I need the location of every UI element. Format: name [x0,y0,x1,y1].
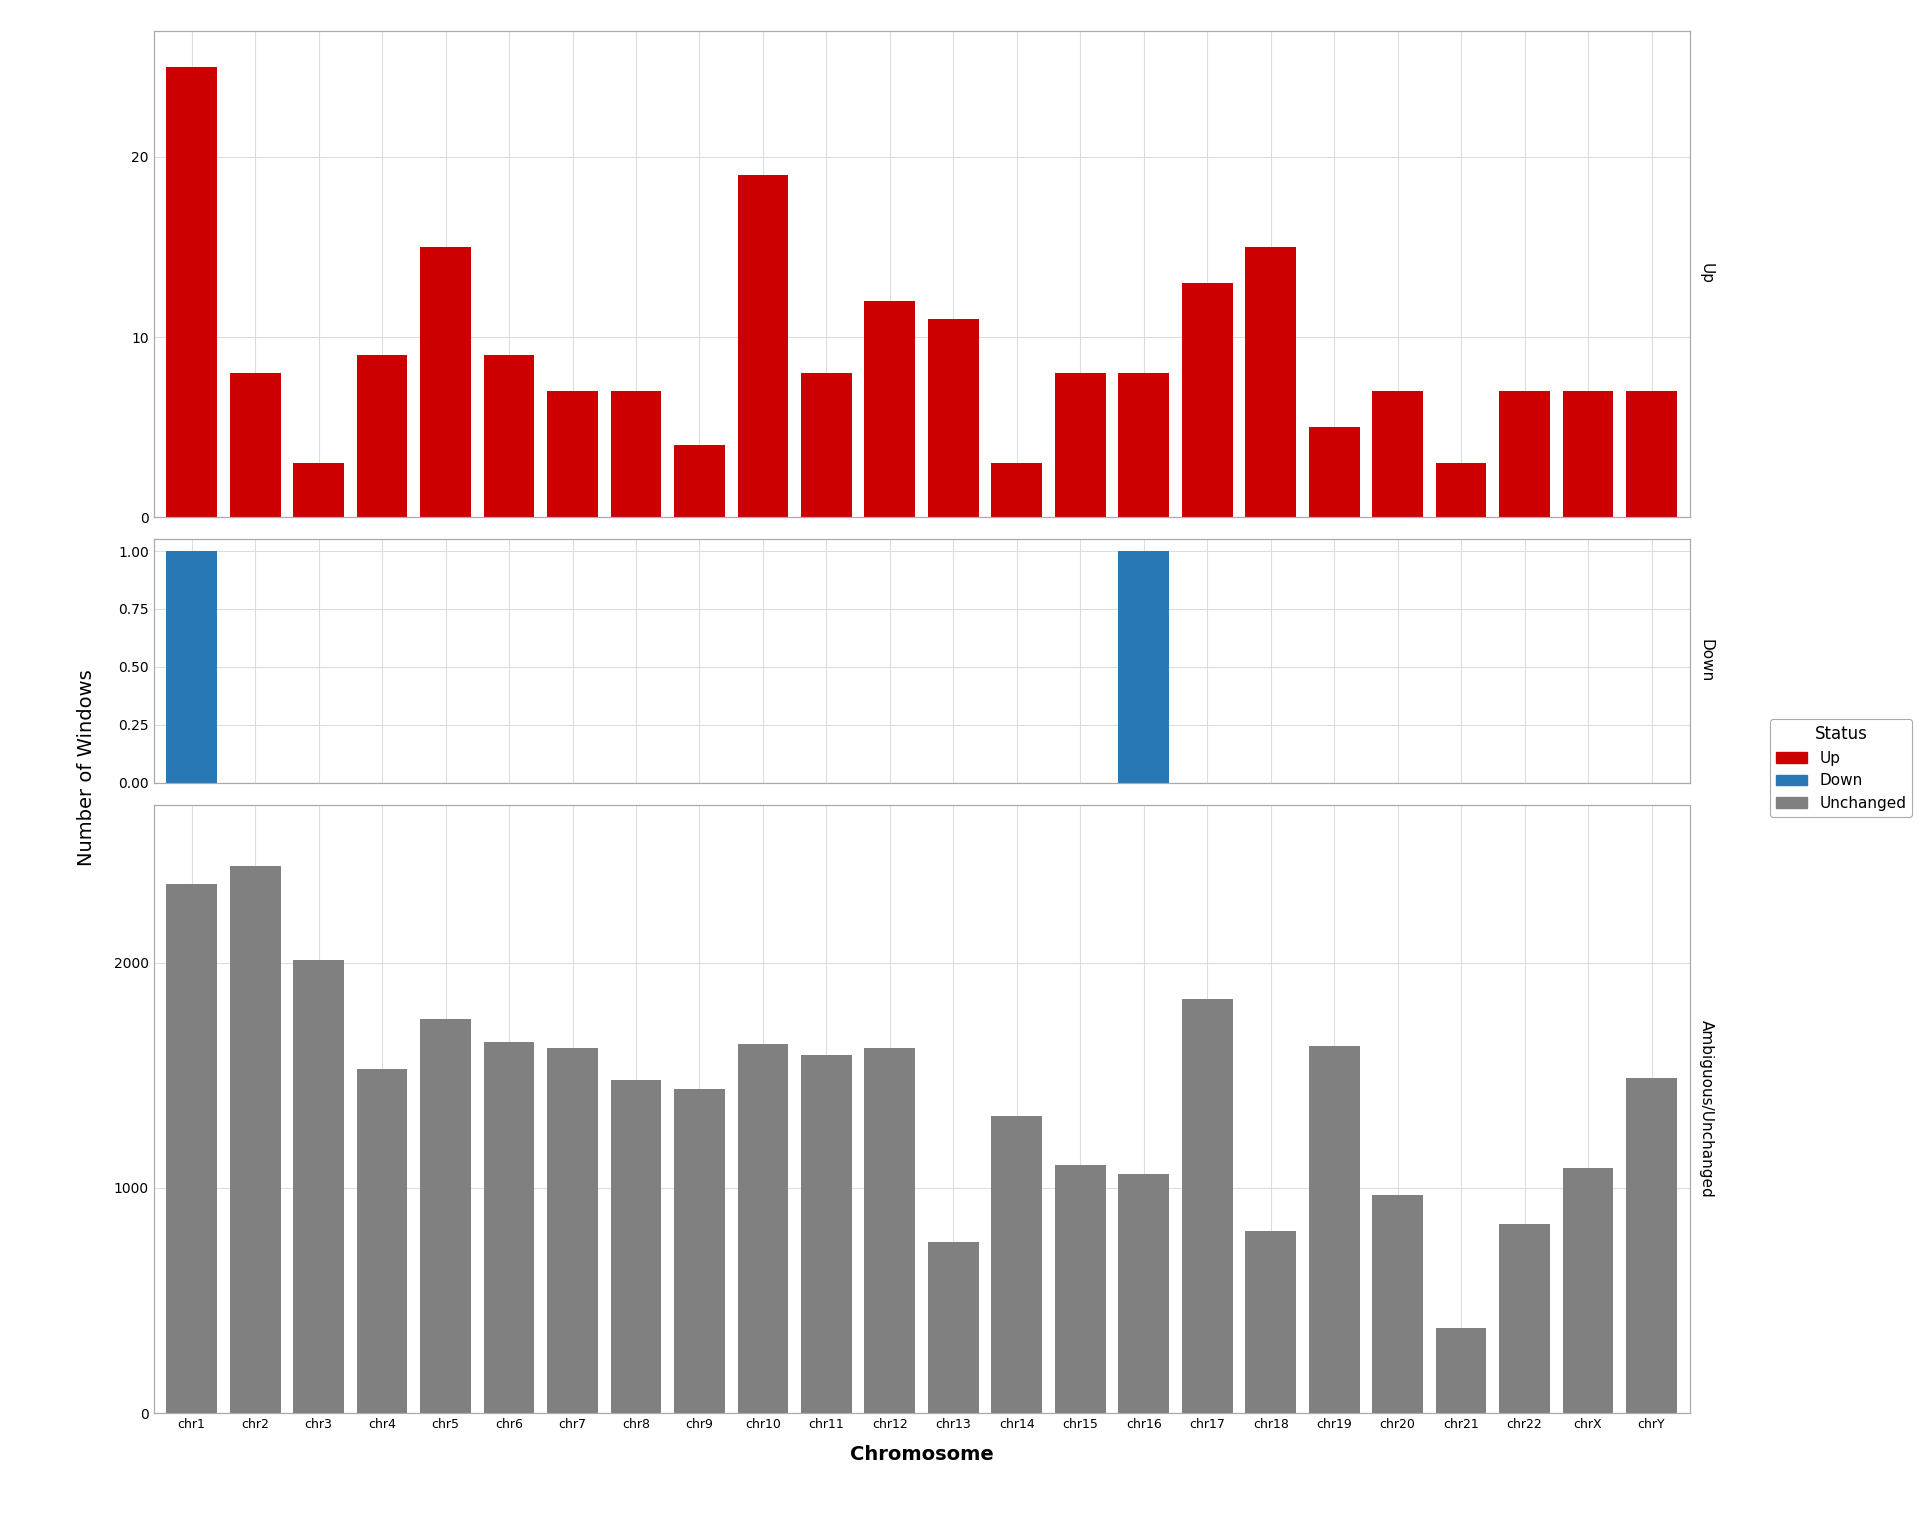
Bar [674,445,726,518]
Bar [1373,392,1423,518]
Bar [1563,1167,1613,1413]
Bar [1500,392,1549,518]
Bar [357,1069,407,1413]
Bar [1183,998,1233,1413]
Bar [484,355,534,518]
Bar [1246,1230,1296,1413]
Bar [230,373,280,518]
Bar [1309,1046,1359,1413]
Bar [864,301,916,518]
Bar [1117,551,1169,783]
Bar [294,464,344,518]
Bar [167,66,217,518]
Bar [1373,1195,1423,1413]
Bar [1117,373,1169,518]
Bar [357,355,407,518]
Legend: Up, Down, Unchanged: Up, Down, Unchanged [1770,719,1912,817]
Bar [1246,247,1296,518]
Bar [991,1115,1043,1413]
Bar [611,1080,660,1413]
Bar [420,247,470,518]
Bar [1563,392,1613,518]
Bar [1117,1175,1169,1413]
Bar [230,866,280,1413]
Bar [1436,1327,1486,1413]
Bar [737,1044,789,1413]
Bar [484,1041,534,1413]
Bar [1054,1166,1106,1413]
Bar [1054,373,1106,518]
Bar [294,960,344,1413]
Bar [420,1018,470,1413]
Y-axis label: Down: Down [1699,639,1715,682]
Bar [547,392,597,518]
Bar [1626,392,1676,518]
Bar [1436,464,1486,518]
Bar [674,1089,726,1413]
Bar [547,1048,597,1413]
X-axis label: Chromosome: Chromosome [851,1445,993,1464]
Bar [927,319,979,518]
Text: Number of Windows: Number of Windows [77,670,96,866]
Bar [1183,283,1233,518]
Bar [1309,427,1359,518]
Bar [1626,1078,1676,1413]
Bar [991,464,1043,518]
Y-axis label: Ambiguous/Unchanged: Ambiguous/Unchanged [1699,1020,1715,1198]
Bar [1500,1224,1549,1413]
Bar [864,1048,916,1413]
Bar [927,1243,979,1413]
Bar [167,551,217,783]
Bar [801,373,852,518]
Bar [167,883,217,1413]
Bar [611,392,660,518]
Bar [801,1055,852,1413]
Bar [737,175,789,518]
Y-axis label: Up: Up [1699,264,1715,284]
